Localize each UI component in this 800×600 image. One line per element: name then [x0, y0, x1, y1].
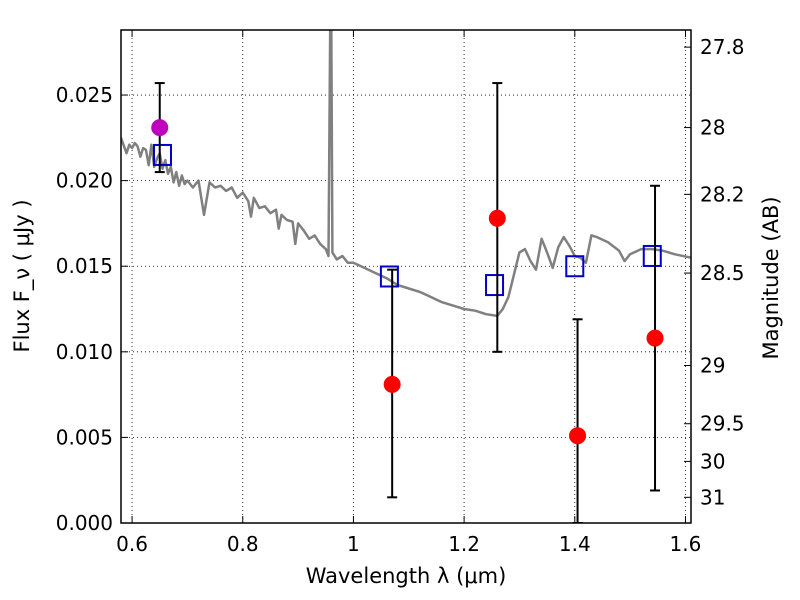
observed-point — [488, 209, 506, 227]
observed-point — [569, 427, 587, 445]
model-photometry-square — [153, 143, 173, 166]
model-photometry-square — [565, 255, 585, 278]
right-axis-title: Magnitude (AB) — [759, 196, 783, 359]
y-axis-title: Flux F_ν ( μJy ) — [10, 199, 35, 352]
y-tick-label: 0.010 — [56, 340, 113, 364]
right-tick-label: 31 — [700, 485, 725, 509]
observed-point — [646, 329, 664, 347]
plot-area — [121, 30, 691, 523]
right-tick-label: 29.5 — [700, 412, 745, 436]
y-tick-label: 0.020 — [56, 169, 113, 193]
x-tick-label: 1.6 — [670, 532, 702, 556]
y-tick-label: 0.000 — [56, 511, 113, 535]
x-tick-label: 1.4 — [559, 532, 591, 556]
spectrum-line — [121, 30, 691, 318]
y-tick-label: 0.015 — [56, 254, 113, 278]
right-tick-label: 27.8 — [700, 35, 745, 59]
model-photometry-square — [485, 274, 505, 297]
x-tick-label: 1.2 — [448, 532, 480, 556]
x-tick-label: 1 — [347, 532, 360, 556]
right-tick-label: 28.5 — [700, 261, 745, 285]
y-tick-label: 0.025 — [56, 83, 113, 107]
observed-point — [151, 119, 169, 137]
model-photometry-square — [379, 265, 399, 288]
x-tick-label: 0.6 — [116, 532, 148, 556]
right-tick-label: 29 — [700, 354, 725, 378]
x-tick-label: 0.8 — [227, 532, 259, 556]
grid — [121, 30, 691, 524]
right-tick-label: 28 — [700, 116, 725, 140]
y-tick-label: 0.005 — [56, 425, 113, 449]
x-axis-title: Wavelength λ (μm) — [306, 564, 507, 588]
right-tick-label: 30 — [700, 449, 725, 473]
right-tick-label: 28.2 — [700, 182, 745, 206]
plot-frame — [120, 29, 692, 524]
axis-ticks: 0.6 0.8 1 1.2 1.4 1.6 0.000 0.005 0.010 0.015 0.02… — [56, 30, 745, 556]
observed-point — [383, 375, 401, 393]
model-photometry-square — [642, 244, 662, 267]
